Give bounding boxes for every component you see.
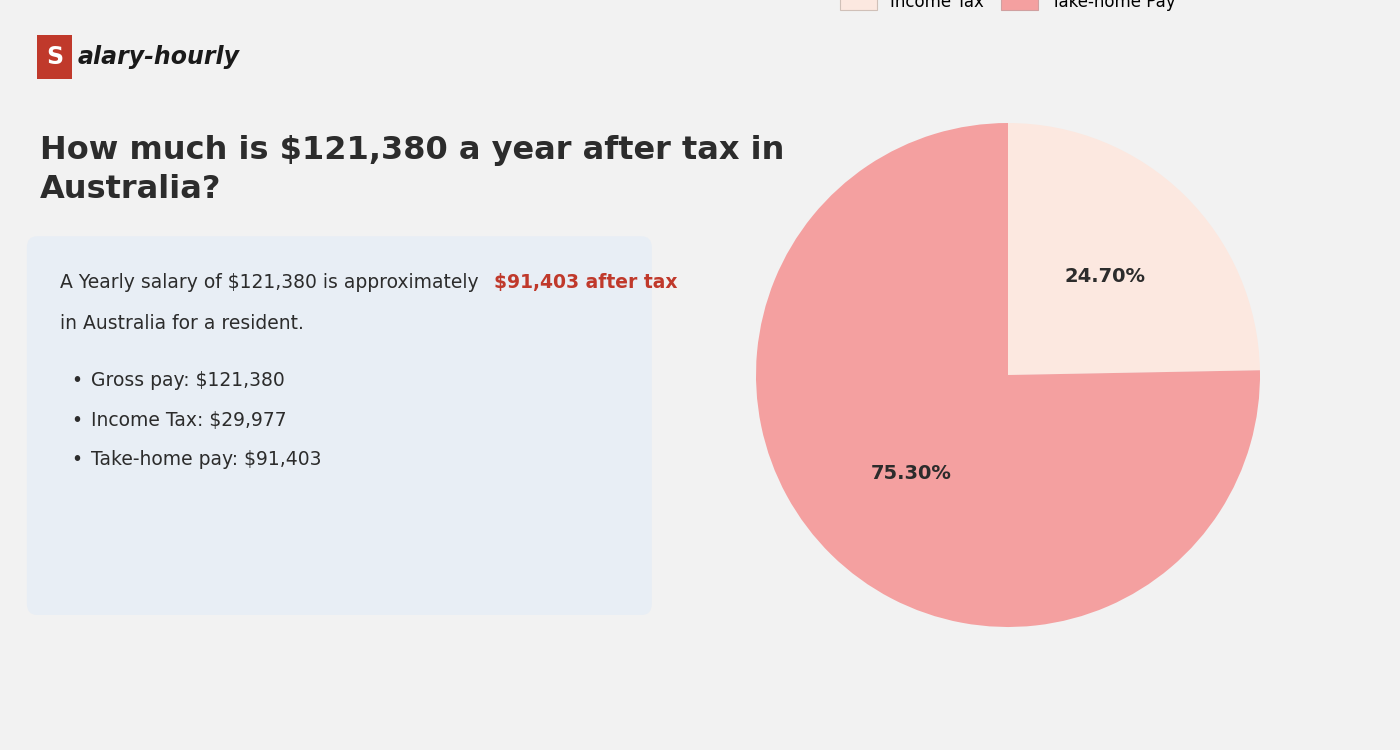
Text: How much is $121,380 a year after tax in
Australia?: How much is $121,380 a year after tax in… bbox=[41, 135, 784, 206]
Text: Gross pay: $121,380: Gross pay: $121,380 bbox=[91, 371, 284, 390]
FancyBboxPatch shape bbox=[27, 236, 652, 615]
Text: alary-hourly: alary-hourly bbox=[77, 45, 239, 69]
Text: Take-home pay: $91,403: Take-home pay: $91,403 bbox=[91, 450, 321, 469]
Text: S: S bbox=[46, 45, 63, 69]
Text: Income Tax: $29,977: Income Tax: $29,977 bbox=[91, 411, 287, 430]
Text: 24.70%: 24.70% bbox=[1064, 266, 1145, 286]
Text: in Australia for a resident.: in Australia for a resident. bbox=[60, 314, 304, 332]
Text: •: • bbox=[71, 411, 83, 430]
Wedge shape bbox=[1008, 123, 1260, 375]
FancyBboxPatch shape bbox=[36, 35, 71, 79]
Text: •: • bbox=[71, 371, 83, 390]
Legend: Income Tax, Take-home Pay: Income Tax, Take-home Pay bbox=[834, 0, 1182, 18]
Text: •: • bbox=[71, 450, 83, 469]
Wedge shape bbox=[756, 123, 1260, 627]
Text: $91,403 after tax: $91,403 after tax bbox=[494, 273, 678, 292]
Text: A Yearly salary of $121,380 is approximately: A Yearly salary of $121,380 is approxima… bbox=[60, 273, 486, 292]
Text: 75.30%: 75.30% bbox=[871, 464, 952, 484]
